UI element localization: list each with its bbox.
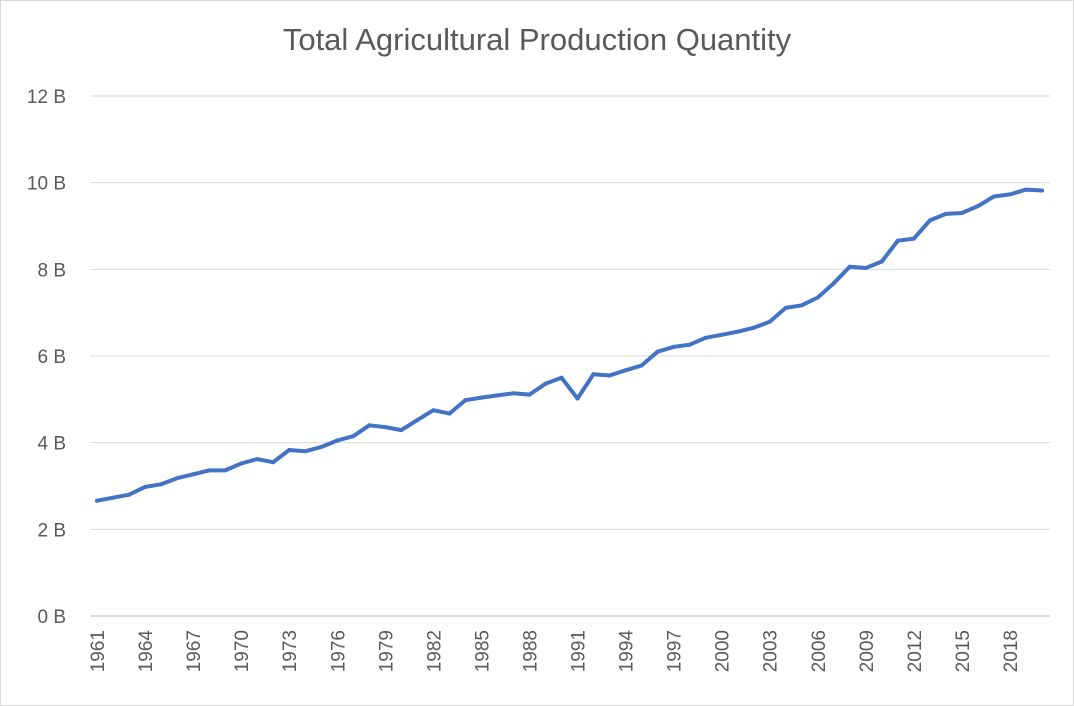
- data-point: [399, 428, 404, 433]
- data-point: [1024, 187, 1028, 192]
- data-point: [319, 445, 324, 449]
- x-tick-label: 2003: [761, 630, 782, 672]
- data-point: [255, 457, 260, 462]
- x-axis-tick-labels: 1961 1964 1967 1970 1973 1976 1979 1982 1985 1988…: [88, 630, 1022, 673]
- data-point: [127, 492, 131, 497]
- y-tick-label: 8 B: [37, 260, 66, 281]
- x-tick-label: 2000: [713, 630, 734, 672]
- data-point: [303, 449, 308, 454]
- x-tick-label: 1973: [280, 630, 301, 672]
- data-point: [879, 259, 884, 264]
- x-tick-label: 1964: [136, 630, 157, 673]
- data-point: [1008, 192, 1012, 197]
- data-point: [959, 211, 964, 215]
- x-tick-label: 1994: [617, 630, 638, 673]
- data-point: [383, 425, 388, 430]
- data-point: [111, 495, 115, 500]
- y-tick-label: 0 B: [37, 607, 66, 628]
- x-tick-label: 2015: [953, 630, 974, 672]
- data-point: [991, 194, 996, 199]
- data-point: [431, 408, 436, 413]
- data-point: [335, 438, 340, 443]
- x-tick-label: 1976: [328, 630, 349, 672]
- x-tick-label: 2018: [1001, 630, 1022, 672]
- data-point: [271, 460, 276, 465]
- data-point: [927, 218, 932, 223]
- data-point: [159, 482, 164, 487]
- data-point: [687, 342, 692, 347]
- data-point: [783, 305, 788, 310]
- data-point: [287, 448, 292, 452]
- data-point: [719, 332, 724, 337]
- data-point: [623, 368, 628, 373]
- x-tick-label: 1991: [569, 630, 590, 672]
- series-line: [95, 187, 1044, 503]
- data-point: [575, 396, 580, 401]
- y-tick-label: 10 B: [27, 174, 66, 195]
- data-point: [1040, 188, 1044, 193]
- y-axis-tick-labels: 0 B 2 B 4 B 6 B 8 B 10 B 12 B: [27, 87, 66, 628]
- x-tick-label: 1988: [520, 630, 541, 672]
- data-point: [799, 303, 804, 308]
- y-tick-label: 2 B: [37, 520, 66, 541]
- data-point: [863, 266, 868, 270]
- x-tick-label: 2009: [857, 630, 878, 672]
- data-point: [847, 264, 852, 269]
- data-point: [943, 211, 948, 216]
- data-point: [751, 325, 756, 330]
- data-point: [767, 319, 772, 324]
- data-point: [415, 418, 420, 423]
- data-point: [895, 238, 900, 243]
- data-point: [351, 434, 356, 439]
- data-point: [607, 373, 612, 378]
- data-point: [495, 393, 500, 398]
- x-tick-label: 1979: [376, 630, 397, 672]
- data-point: [815, 295, 820, 300]
- data-point: [703, 335, 708, 340]
- x-tick-label: 1997: [665, 630, 686, 672]
- y-tick-label: 4 B: [37, 434, 66, 455]
- data-point: [511, 391, 516, 396]
- x-tick-label: 2006: [809, 630, 830, 672]
- data-point: [559, 375, 564, 380]
- data-point: [207, 468, 212, 473]
- gridlines: [90, 95, 1050, 617]
- data-point: [735, 329, 740, 334]
- data-point: [591, 372, 596, 377]
- y-tick-label: 6 B: [37, 347, 66, 368]
- x-tick-label: 1985: [472, 630, 493, 672]
- data-point: [447, 411, 452, 416]
- data-point: [655, 349, 660, 354]
- series-lines: [95, 187, 1044, 503]
- x-tick-label: 2012: [905, 630, 926, 672]
- chart-title: Total Agricultural Production Quantity: [282, 22, 792, 57]
- data-point: [975, 204, 980, 209]
- x-tick-label: 1961: [88, 630, 109, 672]
- data-point: [479, 395, 484, 400]
- y-tick-label: 12 B: [27, 87, 66, 108]
- data-point: [239, 461, 244, 466]
- data-point: [639, 363, 644, 368]
- data-point: [831, 281, 836, 286]
- data-point: [463, 398, 468, 403]
- data-point: [367, 423, 372, 428]
- data-point: [95, 498, 99, 503]
- data-point: [191, 472, 196, 477]
- data-point: [543, 381, 548, 386]
- data-point: [223, 468, 228, 473]
- x-tick-label: 1970: [232, 630, 253, 672]
- data-point: [671, 344, 676, 349]
- data-point: [175, 476, 180, 481]
- data-point: [143, 484, 148, 489]
- data-point: [911, 236, 916, 241]
- x-tick-label: 1982: [424, 630, 445, 672]
- data-point: [527, 392, 532, 397]
- x-tick-label: 1967: [184, 630, 205, 672]
